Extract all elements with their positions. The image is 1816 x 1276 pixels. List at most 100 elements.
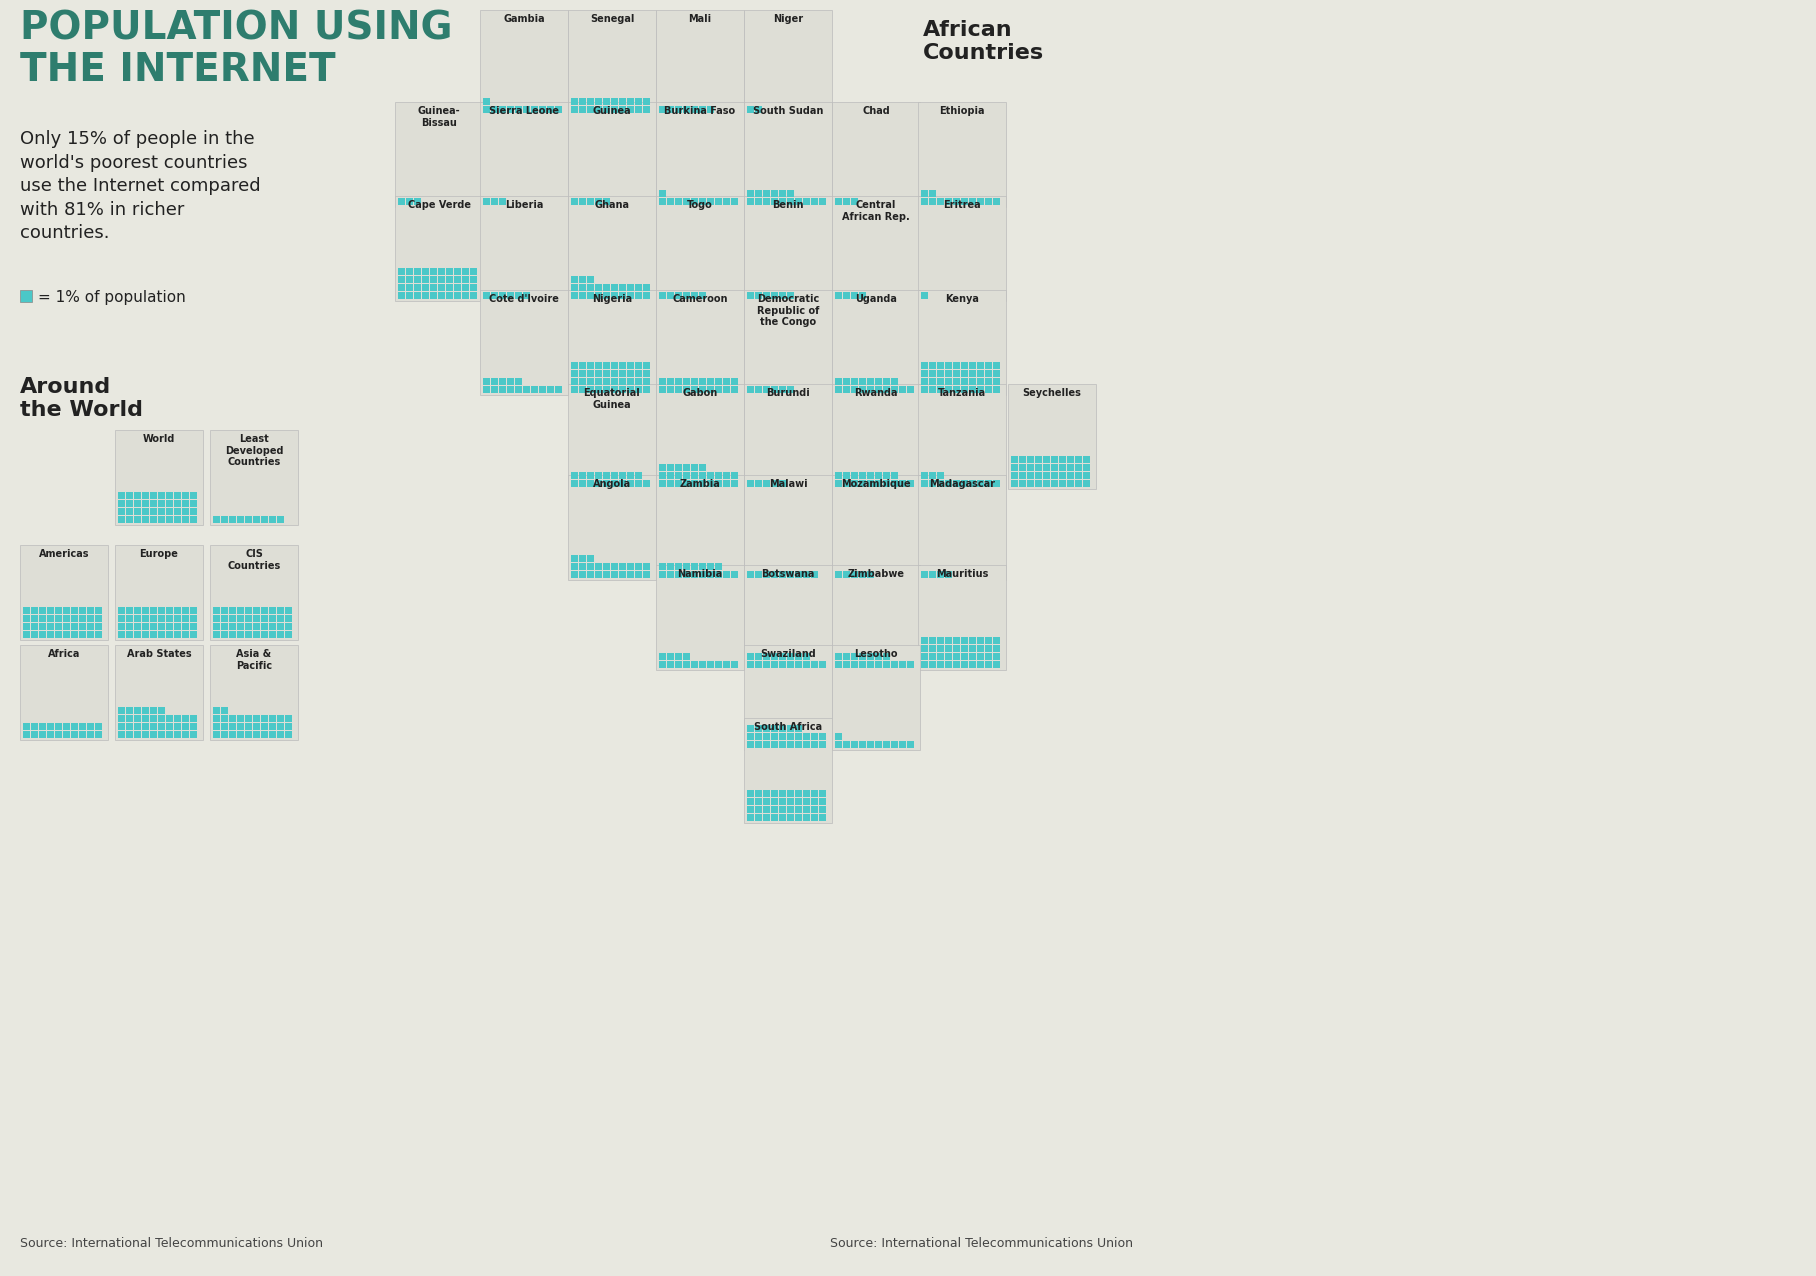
FancyBboxPatch shape (683, 653, 690, 660)
FancyBboxPatch shape (763, 725, 770, 732)
FancyBboxPatch shape (745, 565, 832, 670)
Text: Source: International Telecommunications Union: Source: International Telecommunications… (20, 1236, 323, 1250)
FancyBboxPatch shape (732, 472, 737, 478)
FancyBboxPatch shape (716, 563, 723, 570)
FancyBboxPatch shape (479, 102, 568, 207)
Text: Niger: Niger (774, 14, 803, 24)
FancyBboxPatch shape (596, 292, 601, 299)
FancyBboxPatch shape (859, 387, 866, 393)
FancyBboxPatch shape (970, 661, 975, 669)
FancyBboxPatch shape (1075, 464, 1082, 471)
FancyBboxPatch shape (182, 632, 189, 638)
FancyBboxPatch shape (414, 292, 421, 299)
Text: Americas: Americas (38, 549, 89, 559)
FancyBboxPatch shape (763, 661, 770, 669)
FancyBboxPatch shape (125, 516, 133, 523)
FancyBboxPatch shape (165, 493, 173, 499)
FancyBboxPatch shape (31, 731, 38, 738)
FancyBboxPatch shape (659, 570, 666, 578)
FancyBboxPatch shape (699, 106, 706, 114)
FancyBboxPatch shape (795, 741, 803, 748)
FancyBboxPatch shape (1035, 472, 1042, 478)
FancyBboxPatch shape (407, 276, 412, 283)
FancyBboxPatch shape (746, 798, 754, 805)
Text: Asia &
Pacific: Asia & Pacific (236, 649, 272, 671)
FancyBboxPatch shape (937, 570, 944, 578)
FancyBboxPatch shape (643, 106, 650, 114)
FancyBboxPatch shape (158, 508, 165, 516)
FancyBboxPatch shape (763, 732, 770, 740)
FancyBboxPatch shape (570, 370, 577, 376)
FancyBboxPatch shape (953, 387, 961, 393)
FancyBboxPatch shape (158, 715, 165, 722)
FancyBboxPatch shape (229, 615, 236, 621)
FancyBboxPatch shape (683, 464, 690, 471)
FancyBboxPatch shape (158, 632, 165, 638)
FancyBboxPatch shape (944, 480, 952, 487)
FancyBboxPatch shape (278, 632, 283, 638)
FancyBboxPatch shape (659, 472, 666, 478)
FancyBboxPatch shape (182, 623, 189, 630)
FancyBboxPatch shape (706, 387, 714, 393)
FancyBboxPatch shape (745, 718, 832, 823)
FancyBboxPatch shape (71, 615, 78, 621)
FancyBboxPatch shape (866, 661, 873, 669)
FancyBboxPatch shape (603, 370, 610, 376)
FancyBboxPatch shape (579, 563, 587, 570)
FancyBboxPatch shape (118, 623, 125, 630)
FancyBboxPatch shape (285, 615, 292, 621)
FancyBboxPatch shape (568, 102, 656, 207)
FancyBboxPatch shape (414, 276, 421, 283)
FancyBboxPatch shape (610, 98, 617, 105)
FancyBboxPatch shape (158, 607, 165, 614)
FancyBboxPatch shape (229, 632, 236, 638)
FancyBboxPatch shape (772, 725, 777, 732)
FancyBboxPatch shape (151, 623, 156, 630)
FancyBboxPatch shape (970, 378, 975, 385)
FancyBboxPatch shape (1035, 456, 1042, 463)
FancyBboxPatch shape (930, 653, 935, 660)
Text: Liberia: Liberia (505, 200, 543, 211)
FancyBboxPatch shape (125, 508, 133, 516)
FancyBboxPatch shape (191, 623, 196, 630)
FancyBboxPatch shape (252, 615, 260, 621)
FancyBboxPatch shape (142, 723, 149, 730)
FancyBboxPatch shape (212, 715, 220, 722)
FancyBboxPatch shape (699, 661, 706, 669)
FancyBboxPatch shape (174, 508, 182, 516)
FancyBboxPatch shape (659, 190, 666, 197)
Text: Rwanda: Rwanda (854, 388, 897, 398)
FancyBboxPatch shape (54, 731, 62, 738)
FancyBboxPatch shape (984, 378, 992, 385)
FancyBboxPatch shape (151, 500, 156, 507)
FancyBboxPatch shape (746, 570, 754, 578)
FancyBboxPatch shape (676, 563, 683, 570)
FancyBboxPatch shape (165, 623, 173, 630)
FancyBboxPatch shape (285, 607, 292, 614)
FancyBboxPatch shape (993, 362, 1001, 369)
FancyBboxPatch shape (763, 387, 770, 393)
FancyBboxPatch shape (953, 362, 961, 369)
FancyBboxPatch shape (610, 285, 617, 291)
FancyBboxPatch shape (699, 198, 706, 205)
FancyBboxPatch shape (676, 198, 683, 205)
FancyBboxPatch shape (454, 276, 461, 283)
FancyBboxPatch shape (746, 480, 754, 487)
FancyBboxPatch shape (656, 475, 745, 581)
FancyBboxPatch shape (875, 472, 883, 478)
FancyBboxPatch shape (643, 98, 650, 105)
FancyBboxPatch shape (772, 198, 777, 205)
FancyBboxPatch shape (212, 707, 220, 715)
FancyBboxPatch shape (461, 292, 469, 299)
FancyBboxPatch shape (883, 741, 890, 748)
Text: South Africa: South Africa (754, 722, 823, 732)
FancyBboxPatch shape (803, 814, 810, 820)
FancyBboxPatch shape (803, 661, 810, 669)
FancyBboxPatch shape (54, 607, 62, 614)
FancyBboxPatch shape (763, 798, 770, 805)
FancyBboxPatch shape (262, 632, 269, 638)
FancyBboxPatch shape (944, 570, 952, 578)
FancyBboxPatch shape (407, 292, 412, 299)
FancyBboxPatch shape (1012, 472, 1019, 478)
FancyBboxPatch shape (977, 480, 984, 487)
